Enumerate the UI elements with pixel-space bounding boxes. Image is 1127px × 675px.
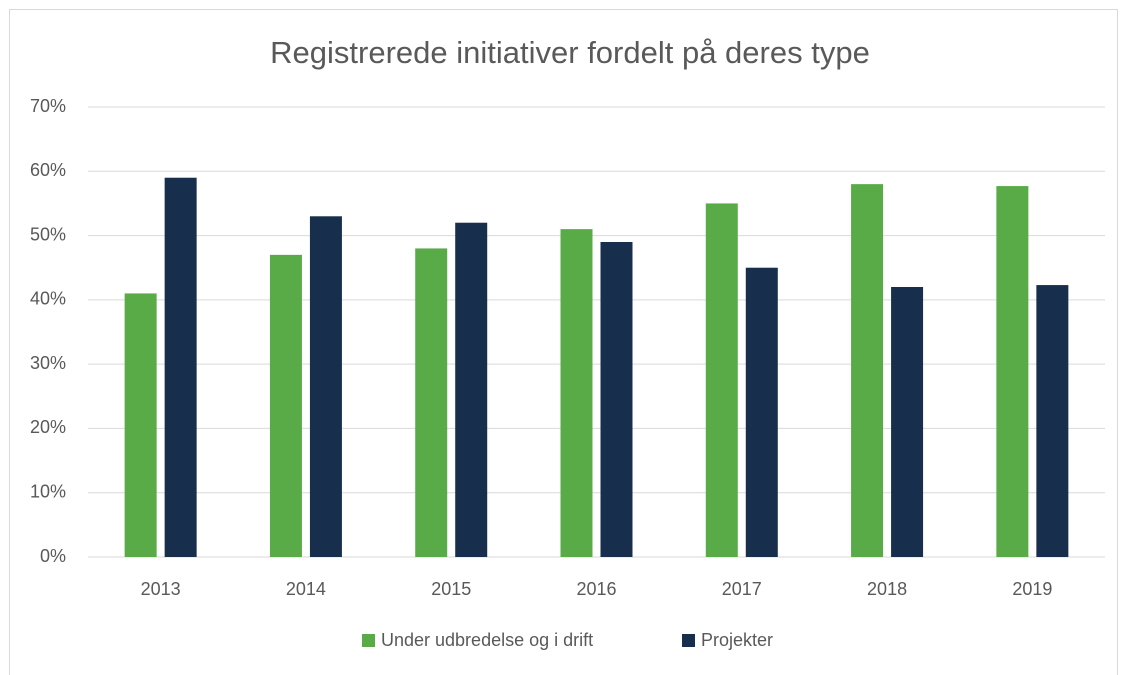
x-tick-label: 2014 [286,579,326,599]
bar [455,222,488,557]
bar [124,293,157,557]
x-tick-label: 2019 [1012,579,1052,599]
bar [560,229,593,557]
bar [705,203,738,557]
bar [600,242,633,557]
legend-swatch [682,634,695,647]
x-tick-label: 2018 [867,579,907,599]
y-tick-label: 30% [30,353,66,373]
y-tick-label: 70% [30,96,66,116]
y-tick-label: 0% [40,546,66,566]
x-tick-label: 2013 [141,579,181,599]
y-tick-label: 20% [30,417,66,437]
bar [891,287,924,557]
bar [996,186,1029,558]
bar [851,184,884,557]
legend-swatch [362,634,375,647]
bar [309,216,342,558]
x-tick-label: 2015 [431,579,471,599]
y-tick-label: 50% [30,224,66,244]
bar [1036,285,1069,557]
x-tick-label: 2016 [576,579,616,599]
bar [745,267,778,557]
y-tick-label: 60% [30,160,66,180]
legend-label: Under udbredelse og i drift [381,630,593,650]
bar [164,177,197,557]
x-tick-label: 2017 [722,579,762,599]
chart-title: Registrerede initiativer fordelt på dere… [270,35,870,70]
y-tick-label: 40% [30,289,66,309]
legend-label: Projekter [701,630,773,650]
bar [269,254,302,557]
y-tick-label: 10% [30,481,66,501]
bar [415,248,448,557]
